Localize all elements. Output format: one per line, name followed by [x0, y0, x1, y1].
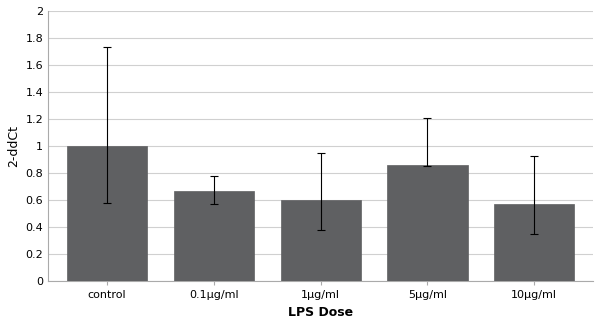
Bar	[388, 165, 467, 281]
Y-axis label: 2-ddCt: 2-ddCt	[7, 125, 20, 167]
Bar	[281, 200, 361, 281]
Bar	[494, 204, 574, 281]
X-axis label: LPS Dose: LPS Dose	[288, 306, 353, 319]
Bar	[67, 146, 147, 281]
Bar	[173, 191, 254, 281]
